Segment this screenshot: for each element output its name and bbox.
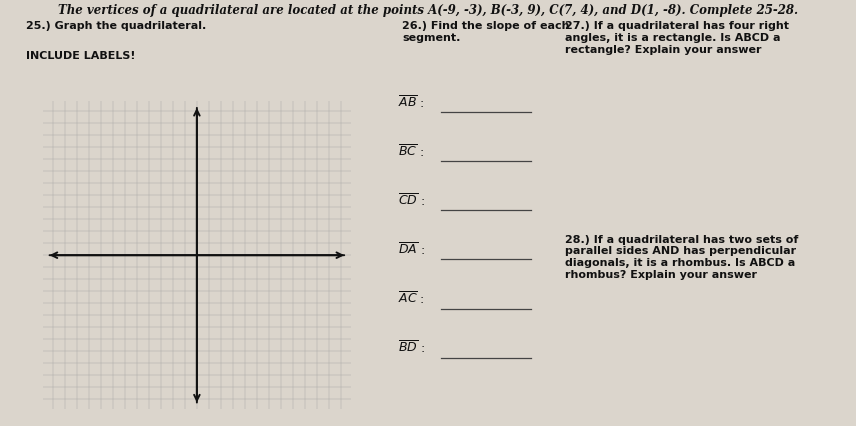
- Text: $\overline{CD}$ :: $\overline{CD}$ :: [398, 192, 425, 208]
- Text: $\overline{AB}$ :: $\overline{AB}$ :: [398, 94, 425, 110]
- Text: $\overline{BD}$ :: $\overline{BD}$ :: [398, 339, 425, 355]
- Text: 26.) Find the slope of each
segment.: 26.) Find the slope of each segment.: [402, 21, 570, 43]
- Text: INCLUDE LABELS!: INCLUDE LABELS!: [26, 51, 135, 61]
- Text: The vertices of a quadrilateral are located at the points A(-9, -3), B(-3, 9), C: The vertices of a quadrilateral are loca…: [58, 4, 798, 17]
- Text: 25.) Graph the quadrilateral.: 25.) Graph the quadrilateral.: [26, 21, 206, 31]
- Text: 27.) If a quadrilateral has four right
angles, it is a rectangle. Is ABCD a
rect: 27.) If a quadrilateral has four right a…: [565, 21, 789, 55]
- Text: $\overline{BC}$ :: $\overline{BC}$ :: [398, 143, 424, 159]
- Text: $\overline{DA}$ :: $\overline{DA}$ :: [398, 241, 425, 257]
- Text: 28.) If a quadrilateral has two sets of
parallel sides AND has perpendicular
dia: 28.) If a quadrilateral has two sets of …: [565, 234, 799, 279]
- Text: $\overline{AC}$ :: $\overline{AC}$ :: [398, 290, 425, 306]
